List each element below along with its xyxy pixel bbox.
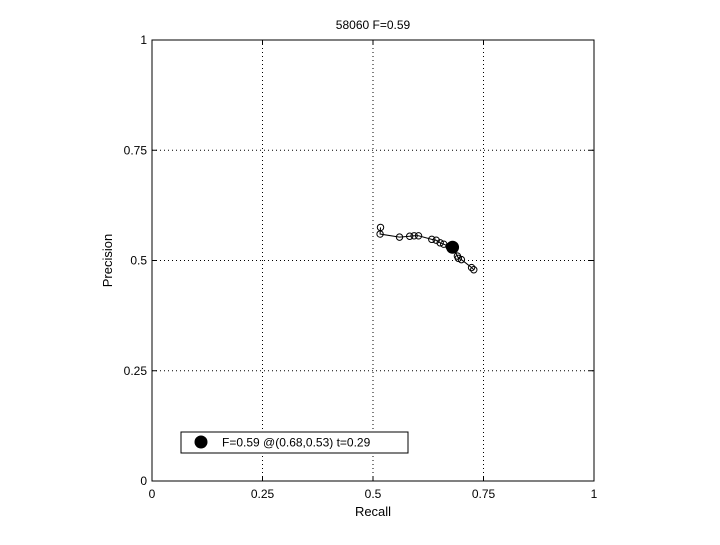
data-point [428,235,436,244]
y-tick-label: 0.5 [130,254,147,268]
x-tick-label: 0 [149,487,156,501]
y-tick-label: 0 [140,474,147,488]
x-axis-label: Recall [355,504,391,519]
data-point [405,232,414,240]
x-tick-label: 0.25 [251,487,275,501]
tick-layer: 0 0.25 0.5 0.75 1 0 0.25 0.5 0.75 1 [124,33,598,501]
series-layer [376,223,478,274]
legend-box [180,431,409,454]
data-point [457,255,466,264]
y-axis-label: Precision [100,234,115,287]
chart-title: 58060 F=0.59 [336,18,411,32]
legend-marker [194,435,208,449]
data-point [467,263,476,272]
x-tick-label: 0.75 [472,487,496,501]
y-tick-label: 1 [140,33,147,47]
data-point [470,266,478,274]
legend-label: F=0.59 @(0.68,0.53) t=0.29 [222,436,371,450]
x-tick-label: 0.5 [365,487,382,501]
x-tick-label: 1 [591,487,598,501]
data-point [436,239,444,247]
y-tick-label: 0.75 [124,143,148,157]
highlight-layer [446,240,460,254]
data-point [395,233,404,241]
data-point [376,230,384,238]
grid-layer [152,40,594,481]
best-f-point [446,240,460,254]
data-point [410,232,418,240]
legend: F=0.59 @(0.68,0.53) t=0.29 [180,431,409,454]
data-point [414,232,423,240]
y-tick-label: 0.25 [124,364,148,378]
